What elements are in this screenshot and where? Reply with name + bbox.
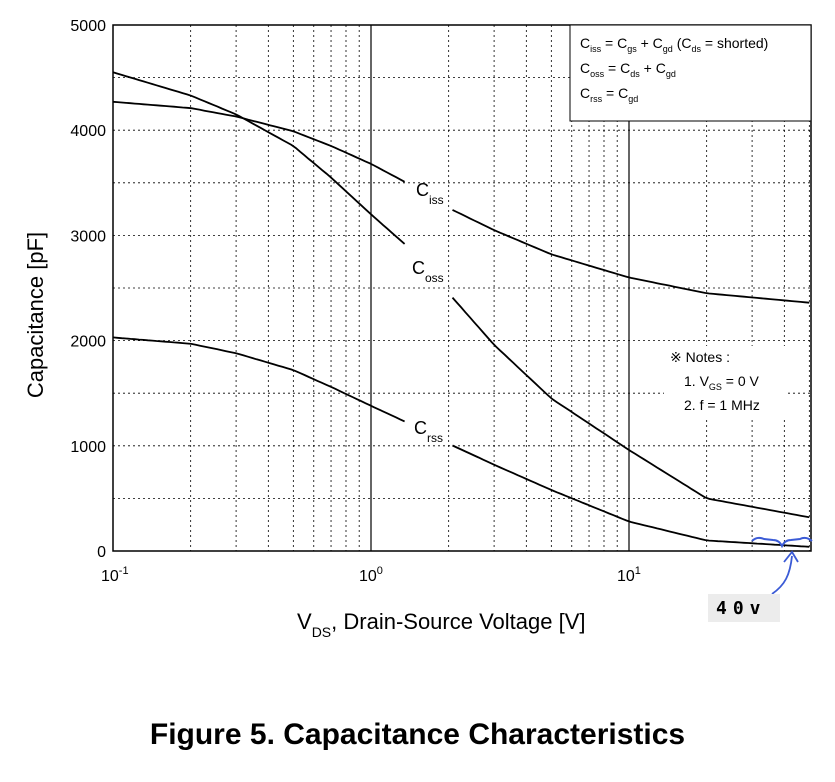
legend-line-crss: Crss = Cgd xyxy=(580,85,638,104)
figure-caption: Figure 5. Capacitance Characteristics xyxy=(149,718,686,751)
legend-line-ciss: Ciss = Cgs + Cgd (Cds = shorted) xyxy=(580,35,768,54)
legend-line-coss: Coss = Cds + Cgd xyxy=(580,60,676,79)
tick-labels: 0 1000 2000 3000 4000 5000 10-1 100 101 xyxy=(70,18,641,585)
curve-ciss xyxy=(112,100,810,304)
y-tick-label: 1000 xyxy=(70,439,106,456)
y-axis-title: Capacitance [pF] xyxy=(23,232,48,398)
curve-crss xyxy=(112,336,810,548)
annotation-arrow xyxy=(771,550,799,595)
notes: ※ Notes : 1. VGS = 0 V 2. f = 1 MHz xyxy=(664,346,788,420)
y-tick-label: 3000 xyxy=(70,228,106,245)
y-tick-label: 0 xyxy=(97,544,106,561)
label-ciss: Ciss xyxy=(416,180,444,207)
y-tick-label: 2000 xyxy=(70,334,106,351)
y-tick-label: 5000 xyxy=(70,18,106,35)
annotation-40v: 40v xyxy=(708,536,813,622)
y-tick-label: 4000 xyxy=(70,123,106,140)
plot-frame xyxy=(112,24,812,552)
legend-box: Ciss = Cgs + Cgd (Cds = shorted) Coss = … xyxy=(569,24,812,122)
label-crss: Crss xyxy=(414,418,443,445)
annotation-text: 40v xyxy=(716,598,767,619)
notes-line-1: 1. VGS = 0 V xyxy=(684,373,760,392)
notes-title: ※ Notes : xyxy=(670,349,730,365)
x-axis-title: VDS, Drain-Source Voltage [V] xyxy=(297,609,586,640)
capacitance-chart: 0 1000 2000 3000 4000 5000 10-1 100 101 Ciss Cos… xyxy=(23,18,813,640)
label-coss: Coss xyxy=(412,258,444,285)
x-tick-label: 10-1 xyxy=(101,565,129,585)
x-tick-label: 101 xyxy=(617,565,641,585)
annotation-brace xyxy=(751,536,813,549)
notes-line-2: 2. f = 1 MHz xyxy=(684,397,760,413)
curve-coss xyxy=(112,71,810,519)
x-tick-label: 100 xyxy=(359,565,383,585)
curves xyxy=(112,71,810,548)
